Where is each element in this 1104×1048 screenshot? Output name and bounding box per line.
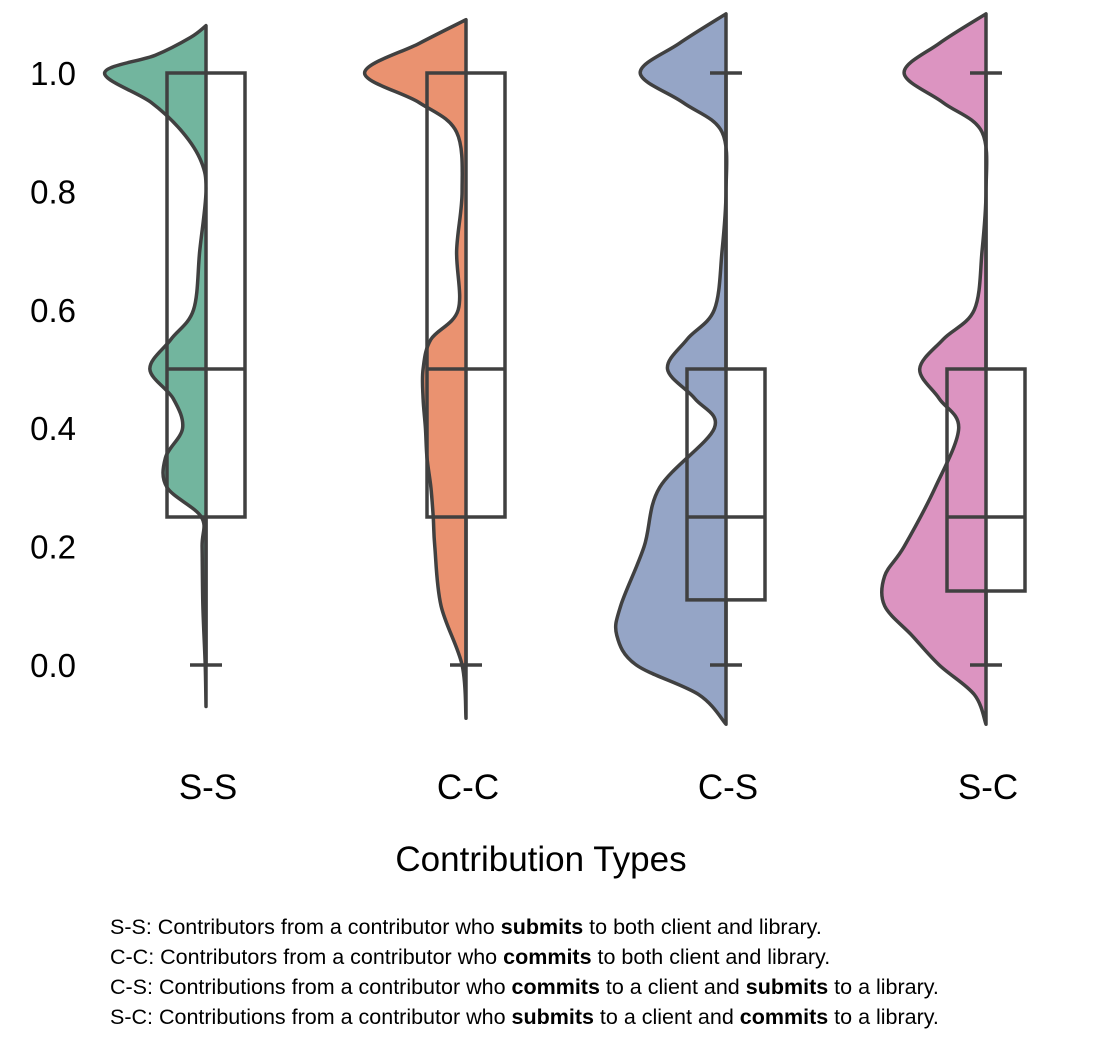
boxplot-c-c bbox=[425, 71, 507, 667]
footnote-text: to a library. bbox=[828, 1005, 939, 1029]
boxplot-c-s bbox=[685, 71, 767, 667]
footnote-emphasis: commits bbox=[739, 1005, 829, 1029]
footnote-ss: S-S: Contributors from a contributor who… bbox=[110, 912, 1100, 942]
raincloud-chart: 0.0 0.2 0.4 0.6 0.8 1.0 S-S C-C C-S S-C Contribu… bbox=[30, 12, 1027, 879]
footnote-cc: C-C: Contributors from a contributor who… bbox=[110, 942, 1100, 972]
iqr-box bbox=[165, 71, 247, 519]
footnote-emphasis: commits bbox=[511, 975, 600, 999]
x-tick-label: S-S bbox=[179, 768, 237, 807]
footnote-text: S-S: Contributors from a contributor who bbox=[110, 915, 501, 939]
violins bbox=[102, 12, 989, 726]
violin-c-s bbox=[613, 12, 729, 726]
footnote-text: S-C: Contributions from a contributor wh… bbox=[110, 1005, 512, 1029]
y-tick-label: 0.4 bbox=[30, 410, 76, 447]
footnote-emphasis: submits bbox=[745, 975, 829, 999]
y-axis-ticks: 0.0 0.2 0.4 0.6 0.8 1.0 bbox=[30, 55, 76, 684]
x-tick-label: S-C bbox=[958, 768, 1018, 807]
x-tick-label: C-S bbox=[698, 768, 758, 807]
footnote-text: to both client and library. bbox=[583, 915, 822, 939]
iqr-box bbox=[425, 71, 507, 519]
violin-c-c bbox=[362, 17, 468, 721]
footnote-text: to a client and bbox=[593, 1005, 740, 1029]
footnote-emphasis: submits bbox=[500, 915, 584, 939]
footnote-sc: S-C: Contributions from a contributor wh… bbox=[110, 1002, 1100, 1032]
footnote-text: to a library. bbox=[828, 975, 939, 999]
boxplot-s-s bbox=[165, 71, 247, 667]
footnote-text: C-C: Contributors from a contributor who bbox=[110, 945, 504, 969]
footnote-text: C-S: Contributions from a contributor wh… bbox=[110, 975, 512, 999]
footnote-emphasis: submits bbox=[511, 1005, 594, 1029]
footnotes: S-S: Contributors from a contributor who… bbox=[110, 912, 1100, 1032]
boxplot-s-c bbox=[945, 71, 1027, 667]
x-tick-label: C-C bbox=[437, 768, 499, 807]
boxplots bbox=[165, 71, 1027, 667]
x-axis-label: Contribution Types bbox=[395, 840, 686, 879]
y-tick-label: 0.6 bbox=[30, 292, 76, 329]
y-tick-label: 0.2 bbox=[30, 529, 76, 566]
violin-s-c bbox=[879, 12, 989, 726]
y-tick-label: 0.0 bbox=[30, 647, 76, 684]
footnote-emphasis: commits bbox=[503, 945, 592, 969]
footnote-text: to a client and bbox=[599, 975, 746, 999]
y-tick-label: 0.8 bbox=[30, 173, 76, 210]
footnote-text: to both client and library. bbox=[591, 945, 831, 969]
iqr-box bbox=[685, 367, 767, 602]
violin-s-s bbox=[102, 23, 208, 709]
iqr-box bbox=[945, 367, 1027, 593]
x-axis-ticks: S-S C-C C-S S-C bbox=[179, 768, 1018, 807]
footnote-cs: C-S: Contributions from a contributor wh… bbox=[110, 972, 1100, 1002]
y-tick-label: 1.0 bbox=[30, 55, 76, 92]
